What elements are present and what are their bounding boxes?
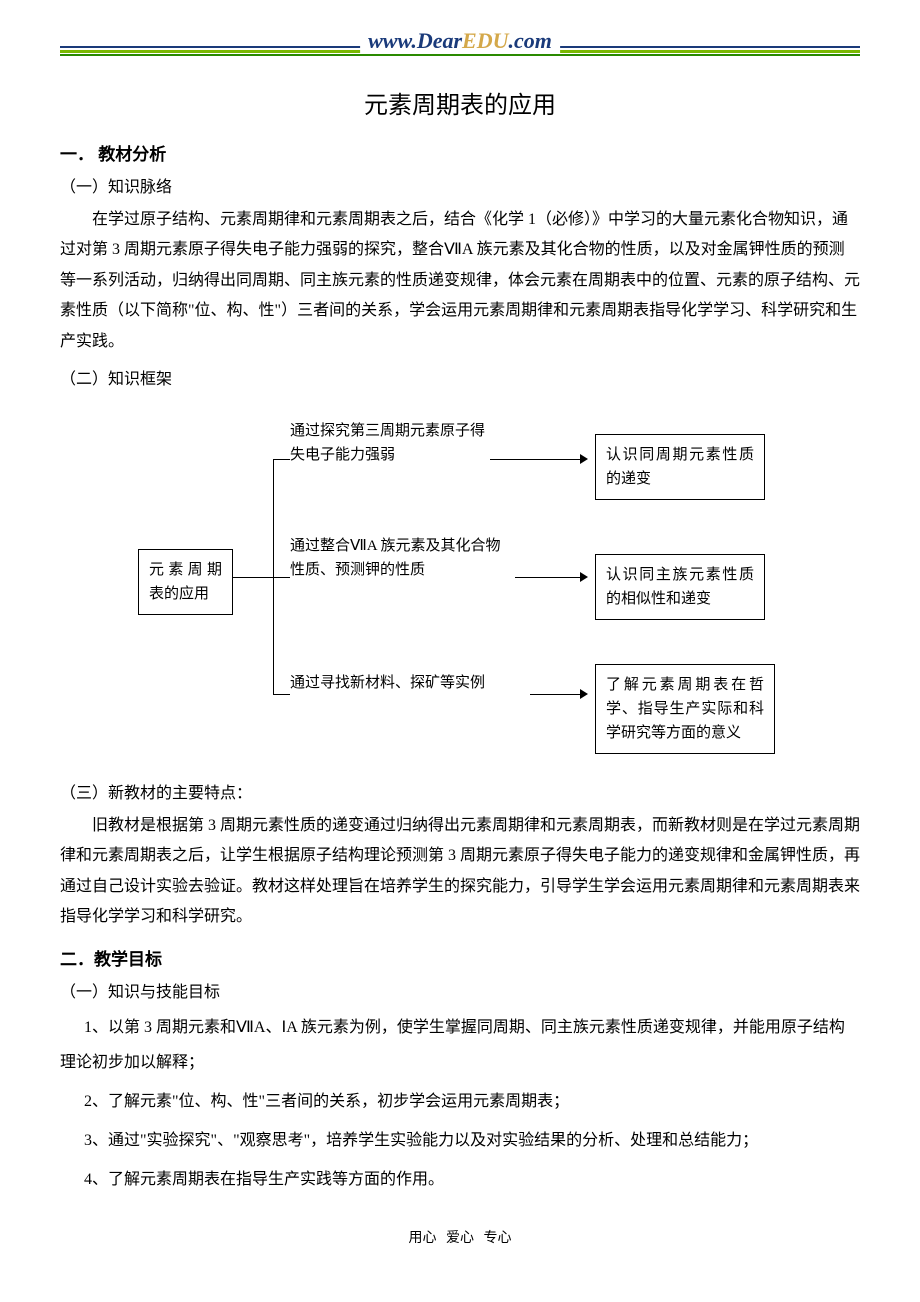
diagram-right-box-1: 认识同周期元素性质的递变	[595, 434, 765, 500]
list-item-2: 2、了解元素"位、构、性"三者间的关系，初步学会运用元素周期表；	[60, 1084, 860, 1119]
section-2-heading: 二．教学目标	[60, 945, 860, 970]
diagram-right-box-3: 了解元素周期表在哲学、指导生产实际和科学研究等方面的意义	[595, 664, 775, 754]
connector	[233, 577, 273, 578]
subsection-2-1: （一）知识与技能目标	[60, 978, 860, 1002]
section-1-heading: 一． 教材分析	[60, 140, 860, 165]
list-item-1: 1、以第 3 周期元素和ⅦA、ⅠA 族元素为例，使学生掌握同周期、同主族元素性质…	[60, 1010, 860, 1080]
list-item-4: 4、了解元素周期表在指导生产实践等方面的作用。	[60, 1162, 860, 1197]
diagram-label-2: 通过整合ⅦA 族元素及其化合物性质、预测钾的性质	[290, 534, 515, 582]
logo-edu: EDU	[462, 28, 508, 53]
list-item-3: 3、通过"实验探究"、"观察思考"，培养学生实验能力以及对实验结果的分析、处理和…	[60, 1123, 860, 1158]
logo-dear: Dear	[417, 28, 462, 53]
subsection-1-3: （三）新教材的主要特点：	[60, 779, 860, 803]
arrow-icon	[580, 454, 588, 464]
diagram-right-box-2: 认识同主族元素性质的相似性和递变	[595, 554, 765, 620]
knowledge-framework-diagram: 元素周期表的应用 通过探究第三周期元素原子得失电子能力强弱 认识同周期元素性质的…	[110, 419, 810, 759]
subsection-1-1: （一）知识脉络	[60, 173, 860, 197]
paragraph-1-3: 旧教材是根据第 3 周期元素性质的递变通过归纳得出元素周期律和元素周期表，而新教…	[60, 811, 860, 933]
logo-com: .com	[509, 28, 552, 53]
page-title: 元素周期表的应用	[60, 85, 860, 120]
subsection-1-2: （二）知识框架	[60, 365, 860, 389]
arrow-icon	[580, 689, 588, 699]
arrow-icon	[580, 572, 588, 582]
header-line-green-dark	[60, 54, 860, 56]
diagram-label-1: 通过探究第三周期元素原子得失电子能力强弱	[290, 419, 490, 467]
header-logo-area: www.DearEDU.com	[60, 20, 860, 70]
logo-text: www.DearEDU.com	[360, 28, 560, 54]
paragraph-1-1: 在学过原子结构、元素周期律和元素周期表之后，结合《化学 1（必修）》中学习的大量…	[60, 205, 860, 357]
diagram-left-box: 元素周期表的应用	[138, 549, 233, 615]
diagram-label-3: 通过寻找新材料、探矿等实例	[290, 671, 530, 695]
logo-www: www.	[368, 28, 417, 53]
footer-text: 用心 爱心 专心	[60, 1227, 860, 1247]
